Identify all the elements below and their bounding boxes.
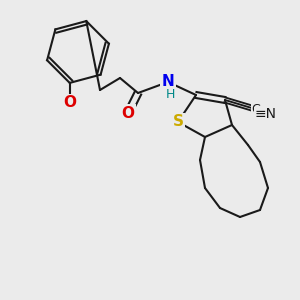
Text: O: O [63,95,76,110]
Text: N: N [162,74,174,89]
Text: S: S [172,115,184,130]
Text: O: O [122,106,134,121]
Text: H: H [165,88,175,100]
Text: C: C [251,103,260,116]
Text: ≡N: ≡N [255,107,277,121]
